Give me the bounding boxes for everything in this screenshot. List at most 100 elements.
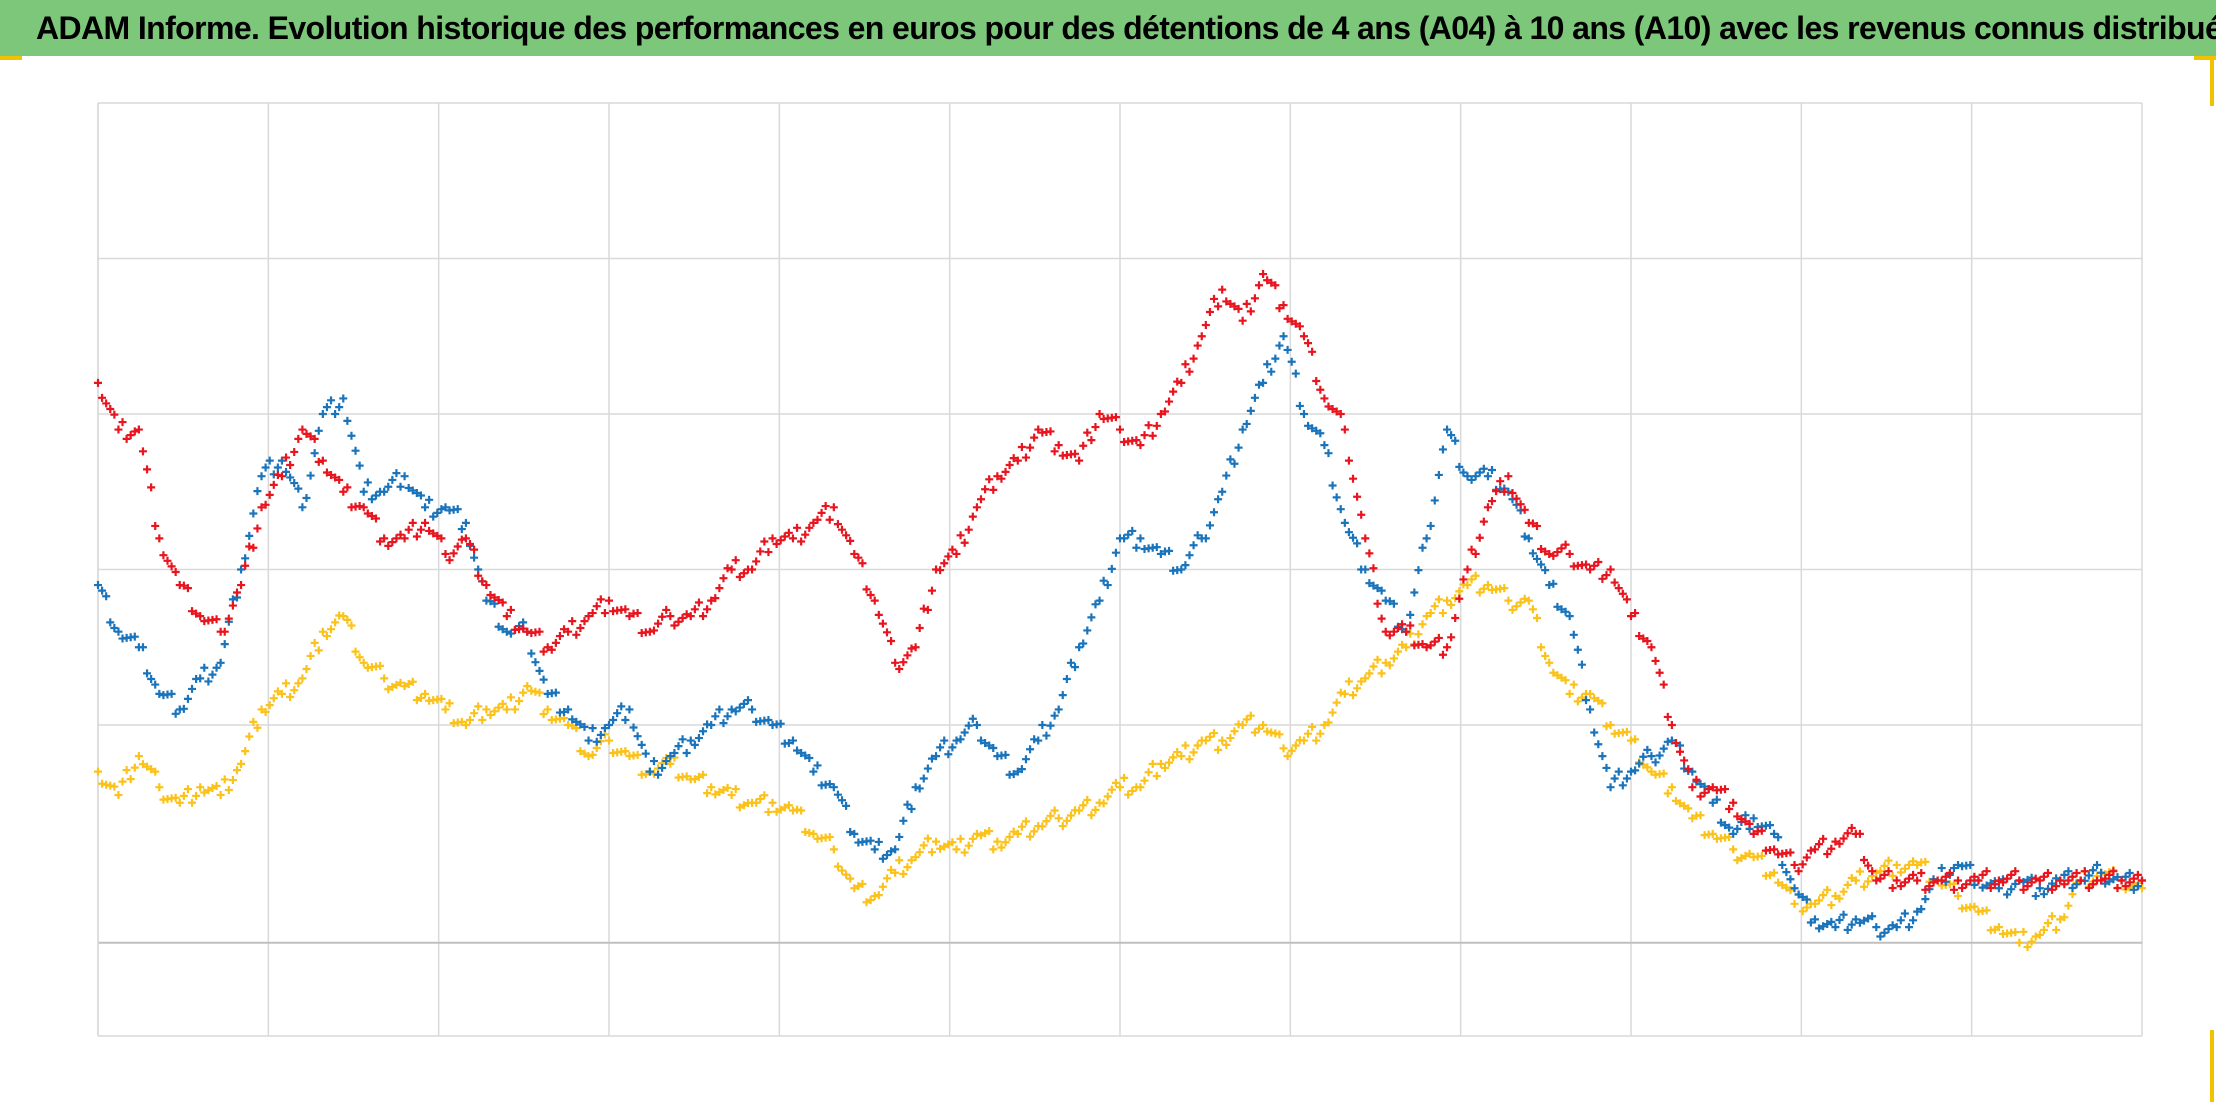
- yellow_series-point: [494, 703, 503, 712]
- red_series-point: [568, 617, 577, 626]
- red_series-point: [2133, 870, 2142, 879]
- red_series-point: [143, 465, 152, 474]
- yellow_series-point: [130, 763, 139, 772]
- blue_series-point: [850, 829, 859, 838]
- red_series-point: [1017, 442, 1026, 451]
- red_series-point: [801, 530, 810, 539]
- blue_series-point: [1880, 928, 1889, 937]
- yellow_series-point: [1066, 811, 1075, 820]
- blue_series-point: [1340, 518, 1349, 527]
- yellow_series-point: [298, 674, 307, 683]
- blue_series-point: [1230, 459, 1239, 468]
- red_series-point: [1030, 433, 1039, 442]
- yellow_series-point: [764, 808, 773, 817]
- blue_series-point: [658, 763, 667, 772]
- red_series-point: [376, 537, 385, 546]
- blue_series-point: [396, 482, 405, 491]
- yellow_series-point: [94, 767, 102, 776]
- red_series-point: [1373, 599, 1382, 608]
- yellow_series-point: [711, 790, 720, 799]
- yellow_series-point: [302, 665, 311, 674]
- yellow_series-point: [1851, 876, 1860, 885]
- blue_series-point: [625, 705, 634, 714]
- red_series-point: [1160, 407, 1169, 416]
- yellow_series-point: [1741, 851, 1750, 860]
- red_series-point: [1471, 549, 1480, 558]
- blue_series-point: [241, 554, 250, 563]
- yellow_series-point: [224, 785, 233, 794]
- red_series-point: [968, 512, 977, 521]
- yellow_series-point: [1475, 588, 1484, 597]
- red_series-point: [923, 605, 932, 614]
- red_series-point: [1684, 765, 1693, 774]
- yellow_series-point: [384, 685, 393, 694]
- red_series-point: [155, 534, 164, 543]
- blue_series-point: [1034, 736, 1043, 745]
- blue_series-point: [887, 847, 896, 856]
- blue_series-point: [531, 658, 540, 667]
- yellow_series-point: [699, 770, 708, 779]
- blue_series-point: [1447, 431, 1456, 440]
- yellow_series-point: [1120, 773, 1129, 782]
- yellow_series-point: [1532, 614, 1541, 623]
- blue_series-point: [1128, 526, 1137, 535]
- blue_series-point: [138, 643, 147, 652]
- blue_series-point: [384, 482, 393, 491]
- blue_series-point: [331, 410, 340, 418]
- blue_series-point: [1210, 508, 1219, 517]
- yellow_series-point: [1406, 629, 1415, 638]
- red_series-point: [1205, 307, 1214, 316]
- yellow_series-point: [1438, 609, 1447, 618]
- yellow_series-point: [952, 845, 961, 854]
- blue_series-point: [977, 736, 986, 745]
- yellow_series-point: [1336, 688, 1345, 697]
- blue_series-point: [1917, 905, 1926, 914]
- red_series-point: [649, 626, 658, 635]
- yellow_series-point: [1156, 759, 1165, 768]
- red_series-point: [690, 605, 699, 614]
- blue_series-point: [1377, 586, 1386, 595]
- yellow_series-point: [2035, 930, 2044, 939]
- red_series-point: [1034, 425, 1043, 434]
- blue_series-point: [347, 431, 356, 440]
- yellow_series-point: [134, 752, 143, 761]
- blue_series-point: [1271, 354, 1280, 363]
- red_series-point: [388, 538, 397, 547]
- red_series-point: [2048, 885, 2057, 894]
- blue_series-point: [1815, 924, 1824, 933]
- yellow_series-point: [1577, 693, 1586, 702]
- red_series-point: [2088, 880, 2097, 889]
- red_series-point: [1770, 845, 1779, 854]
- red_series-point: [1393, 623, 1402, 632]
- yellow_series-point: [1042, 817, 1051, 826]
- red_series-point: [506, 605, 515, 614]
- yellow_series-point: [1279, 744, 1288, 753]
- yellow_series-point: [220, 775, 229, 784]
- red_series-point: [780, 532, 789, 541]
- yellow_series-point: [703, 789, 712, 798]
- blue_series-point: [1528, 549, 1537, 558]
- yellow_series-point: [2060, 913, 2069, 922]
- red_series-point: [441, 549, 450, 558]
- red_series-point: [1700, 788, 1709, 797]
- red_series-point: [1075, 456, 1084, 465]
- red_series-point: [1945, 869, 1954, 878]
- blue_series-point: [948, 743, 957, 752]
- yellow_series-point: [1982, 906, 1991, 915]
- red_series-point: [367, 512, 376, 521]
- blue_series-point: [1410, 588, 1419, 597]
- blue_series-point: [355, 461, 364, 470]
- yellow_series-point: [1847, 874, 1856, 883]
- blue_series-point: [1635, 759, 1644, 768]
- red_series-point: [1071, 449, 1080, 458]
- blue_series-point: [1982, 881, 1991, 890]
- blue_series-point: [1573, 645, 1582, 654]
- blue_series-point: [1205, 521, 1214, 530]
- red_series-point: [1606, 565, 1615, 574]
- red_series-point: [1246, 307, 1255, 316]
- red_series-point: [1496, 477, 1505, 486]
- red_series-point: [1492, 487, 1501, 496]
- blue_series-point: [1659, 744, 1668, 753]
- yellow_series-point: [1516, 598, 1525, 607]
- blue_series-point: [1414, 566, 1423, 575]
